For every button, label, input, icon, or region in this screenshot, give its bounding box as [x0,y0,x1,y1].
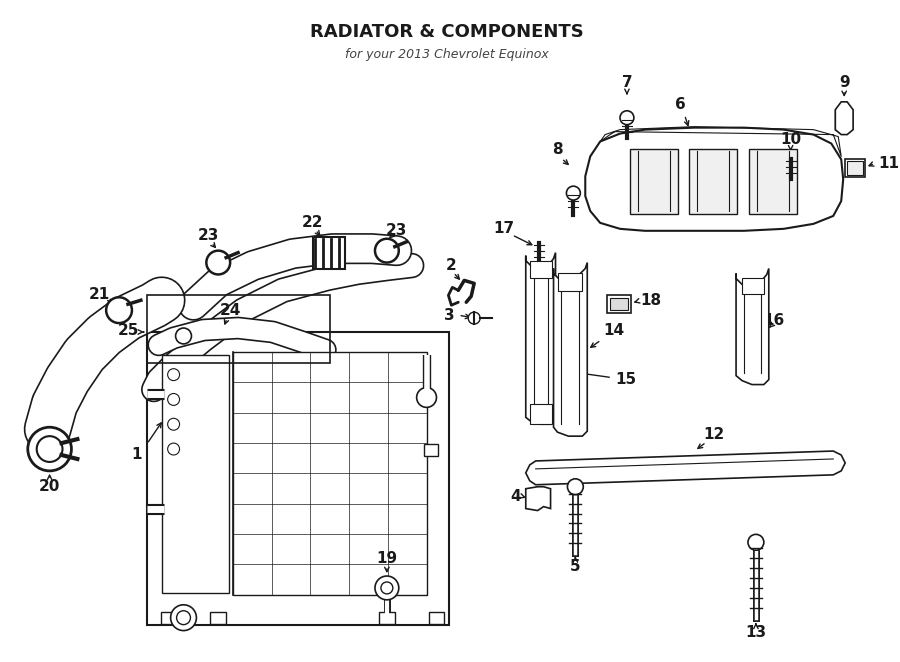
Bar [313,237,346,269]
Polygon shape [526,487,551,510]
Text: 23: 23 [198,228,219,243]
Circle shape [566,186,580,200]
Bar [847,162,863,175]
Circle shape [206,251,230,275]
Text: 16: 16 [763,312,785,328]
Text: 19: 19 [376,551,398,565]
Text: 4: 4 [510,489,521,504]
Circle shape [567,479,583,495]
Polygon shape [585,128,843,231]
Circle shape [375,239,399,263]
Text: 22: 22 [302,215,323,230]
Text: 17: 17 [493,221,515,236]
Bar [211,612,226,624]
Polygon shape [835,102,853,134]
Bar [428,612,445,624]
Polygon shape [736,269,769,385]
Circle shape [176,328,192,344]
Bar [147,295,330,363]
Text: 21: 21 [88,287,110,302]
Circle shape [28,427,71,471]
Bar [379,612,395,624]
Text: 3: 3 [445,308,455,322]
Bar [530,261,552,279]
Text: 20: 20 [39,479,60,495]
Bar [147,332,449,625]
Text: for your 2013 Chevrolet Equinox: for your 2013 Chevrolet Equinox [345,48,548,61]
Text: 6: 6 [675,97,686,113]
Circle shape [171,605,196,631]
Bar [689,150,737,214]
Text: 18: 18 [640,293,661,308]
Bar [845,160,865,177]
Circle shape [167,393,180,405]
Bar [530,404,552,424]
Circle shape [620,111,634,124]
Text: 7: 7 [622,75,633,89]
Text: 15: 15 [615,372,636,387]
Bar [161,612,176,624]
Circle shape [375,576,399,600]
Polygon shape [526,451,845,485]
Circle shape [37,436,62,462]
Text: 14: 14 [603,322,625,338]
Text: RADIATOR & COMPONENTS: RADIATOR & COMPONENTS [310,23,583,42]
Text: 24: 24 [220,303,241,318]
Bar [742,279,764,295]
Circle shape [106,297,132,323]
Circle shape [748,534,764,550]
Text: 1: 1 [131,446,142,461]
Circle shape [468,312,480,324]
Text: 10: 10 [780,132,801,147]
Text: 13: 13 [745,625,767,640]
Circle shape [167,443,180,455]
Text: 25: 25 [118,322,139,338]
Text: 11: 11 [878,156,899,171]
Bar [610,299,628,310]
Circle shape [381,582,392,594]
Bar [608,295,631,313]
Bar [630,150,678,214]
Bar [424,444,438,456]
Text: 9: 9 [839,75,850,89]
Bar [162,355,230,593]
Text: 12: 12 [704,427,725,442]
Text: 2: 2 [446,258,456,273]
Bar [749,150,796,214]
Polygon shape [526,253,555,424]
Bar [559,273,582,291]
Circle shape [167,418,180,430]
Circle shape [417,387,436,407]
Polygon shape [554,263,588,436]
Circle shape [167,369,180,381]
Text: 23: 23 [386,223,408,238]
Text: 5: 5 [570,559,580,573]
Bar [233,352,427,595]
Text: 8: 8 [553,142,562,157]
Circle shape [176,611,191,625]
